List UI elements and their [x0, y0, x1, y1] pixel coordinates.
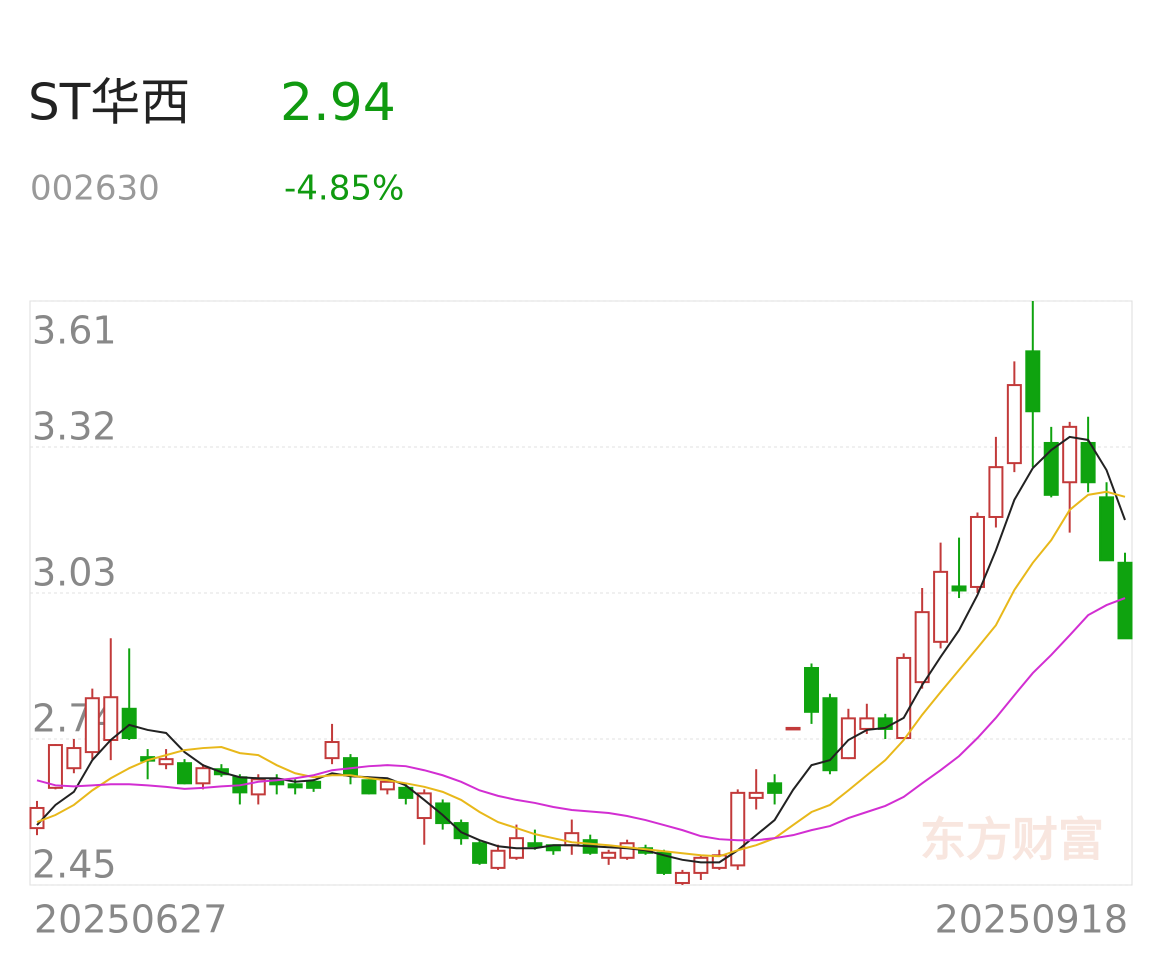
x-tick-label: 20250627 [34, 898, 227, 942]
candle-body [840, 717, 856, 760]
y-tick-label: 3.32 [32, 405, 117, 449]
candle-body [1043, 441, 1059, 496]
candle-body [490, 849, 506, 869]
candle-body [472, 842, 488, 864]
candle-body [822, 697, 838, 772]
candle-body [674, 871, 690, 884]
y-tick-label: 2.74 [32, 697, 117, 741]
candle-body [195, 767, 211, 785]
candle-body [933, 570, 949, 643]
candle-body [730, 791, 746, 867]
candle-body [527, 842, 543, 848]
candle-body [601, 851, 617, 859]
candle-body [693, 856, 709, 874]
candle-body [121, 707, 137, 739]
candle-body [1006, 384, 1022, 465]
candle-body [896, 656, 912, 739]
candle-body [1062, 425, 1078, 484]
y-tick-label: 3.61 [32, 309, 117, 353]
moving-average-line [36, 597, 1126, 842]
candle-body [619, 842, 635, 859]
candle-body [177, 762, 193, 785]
candle-body [398, 786, 414, 799]
x-tick-label: 20250918 [935, 898, 1128, 942]
candle-body [453, 822, 469, 840]
watermark: 东方财富 [920, 813, 1104, 867]
candle-body [84, 697, 100, 754]
candle-body [306, 780, 322, 789]
candle-body [951, 585, 967, 592]
candle-body [748, 791, 764, 799]
candle-body [47, 744, 63, 789]
change: -4.85% [284, 169, 404, 209]
candle-body [785, 726, 801, 731]
y-tick-label: 3.03 [32, 551, 117, 595]
candle-body [287, 783, 303, 789]
moving-average-line [36, 490, 1126, 858]
candle-body [66, 747, 82, 770]
candle-body [804, 667, 820, 713]
candle-body [969, 515, 985, 588]
candle-body [324, 741, 340, 760]
stock-name: ST华西 [28, 74, 190, 132]
candle-body [379, 780, 395, 791]
candle-body [103, 696, 119, 742]
candle-body [361, 779, 377, 795]
candle-body [914, 611, 930, 684]
candle-body [859, 717, 875, 730]
price: 2.94 [280, 73, 396, 133]
y-tick-label: 2.45 [32, 843, 117, 887]
candle-body [656, 851, 672, 874]
candle-body [342, 757, 358, 777]
candle-body [988, 466, 1004, 518]
candle-body [1080, 441, 1096, 484]
candle-body [767, 782, 783, 794]
candle-body [1025, 350, 1041, 413]
candle-body [158, 758, 174, 766]
stock-code: 002630 [30, 169, 160, 209]
moving-average-line [36, 435, 1126, 864]
candle-body [1099, 496, 1115, 562]
